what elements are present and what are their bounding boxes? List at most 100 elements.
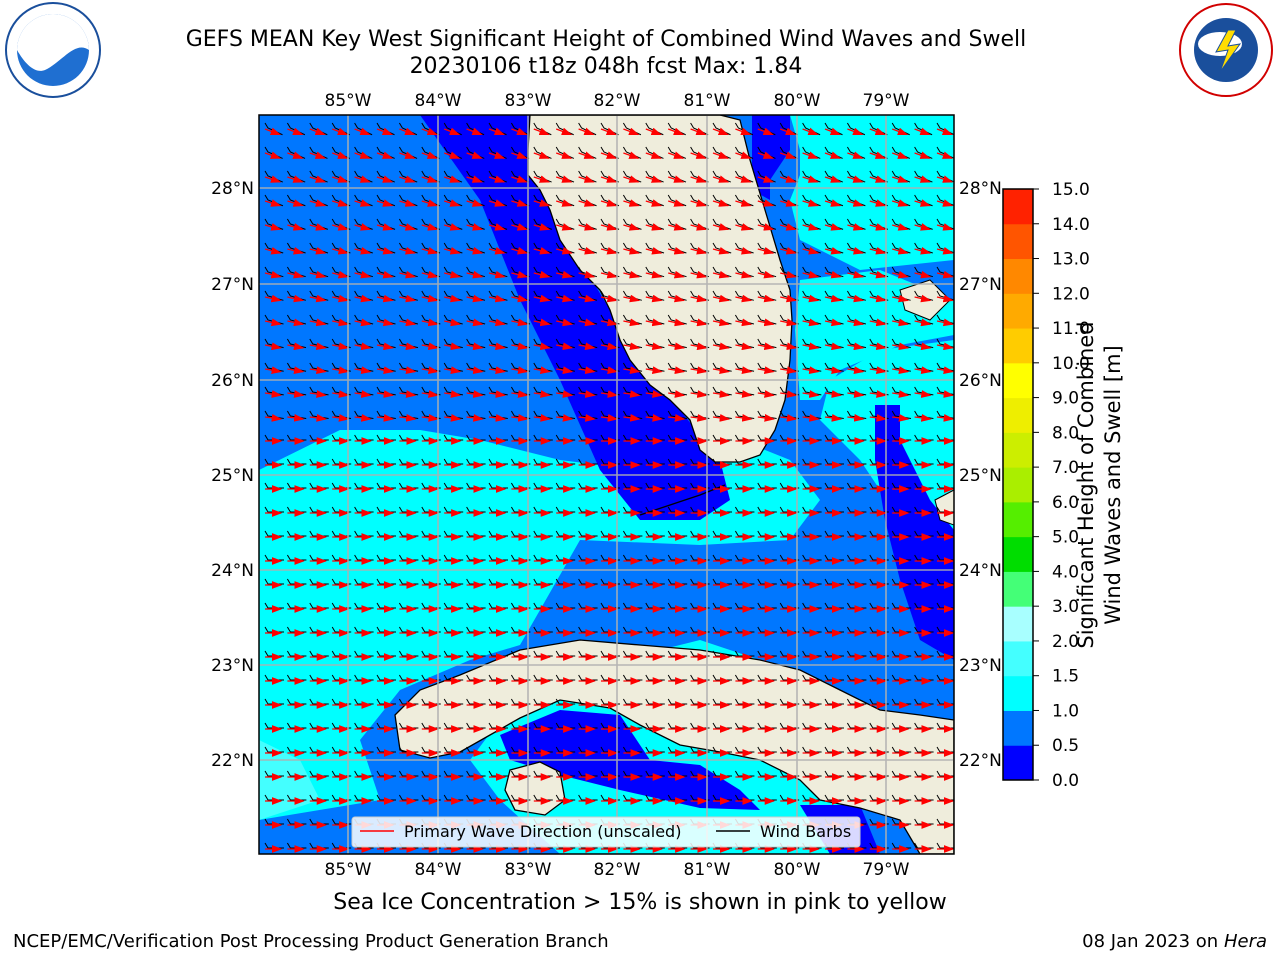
wave-direction-arrow: [264, 127, 282, 136]
wave-direction-arrow: [287, 175, 304, 183]
wave-direction-arrow: [712, 127, 730, 136]
wave-direction-arrow: [421, 127, 438, 136]
wave-direction-arrow: [623, 151, 640, 159]
wave-direction-arrow: [892, 294, 909, 303]
wave-direction-arrow: [488, 390, 507, 398]
wave-direction-arrow: [578, 342, 596, 351]
wave-direction-arrow: [668, 223, 685, 231]
colorbar-segment: [1003, 223, 1033, 260]
wave-direction-arrow: [936, 294, 954, 303]
wave-direction-arrow: [623, 223, 640, 231]
noaa-logo-text: NOAA: [34, 25, 73, 39]
wave-direction-arrow: [936, 246, 954, 255]
wave-direction-arrow: [511, 342, 529, 351]
wave-direction-arrow: [533, 175, 551, 183]
wave-direction-arrow: [690, 199, 707, 207]
wave-direction-arrow: [623, 175, 640, 183]
wave-direction-arrow: [802, 127, 819, 136]
wave-direction-arrow: [667, 175, 685, 183]
wave-direction-arrow: [735, 318, 753, 327]
wave-direction-arrow: [936, 366, 954, 374]
wave-direction-arrow: [354, 414, 372, 422]
wave-direction-arrow: [309, 342, 327, 351]
wave-direction-arrow: [802, 246, 820, 255]
wave-direction-arrow: [847, 390, 865, 398]
wave-direction-arrow: [914, 294, 932, 303]
map-area: [259, 115, 954, 854]
wave-direction-arrow: [421, 294, 439, 303]
wave-direction-arrow: [533, 414, 551, 422]
wave-direction-arrow: [847, 246, 864, 255]
wave-direction-arrow: [712, 390, 731, 398]
wave-direction-arrow: [847, 366, 865, 374]
wave-direction-arrow: [623, 390, 641, 398]
wave-direction-arrow: [511, 223, 528, 231]
wave-direction-arrow: [690, 175, 707, 183]
lon-labels-bottom: 85°W 84°W 83°W 82°W 81°W 80°W 79°W: [325, 860, 910, 880]
wave-direction-arrow: [399, 414, 417, 422]
wave-direction-arrow: [690, 246, 708, 255]
wave-direction-arrow: [555, 127, 573, 136]
wave-direction-arrow: [466, 223, 484, 231]
wave-direction-arrow: [668, 246, 685, 255]
wave-direction-arrow: [824, 151, 842, 159]
wave-direction-arrow: [869, 414, 887, 422]
wave-direction-arrow: [802, 151, 819, 159]
wave-direction-arrow: [533, 318, 551, 327]
wave-direction-arrow: [735, 414, 753, 422]
wave-direction-arrow: [780, 414, 798, 422]
wave-direction-arrow: [757, 175, 775, 183]
wave-direction-arrow: [309, 294, 327, 303]
colorbar-segment: [1003, 571, 1033, 607]
wave-direction-arrow: [399, 151, 416, 159]
wave-direction-arrow: [914, 390, 932, 398]
wave-direction-arrow: [712, 151, 730, 159]
wave-direction-arrow: [421, 270, 439, 279]
colorbar: 0.0 0.5 1.0 1.5 2.0 3.0 4.0 5.0 6.0 7.0 8.0 9.0 10.0…: [1002, 180, 1090, 791]
wave-direction-arrow: [735, 175, 752, 183]
map-legend: Primary Wave Direction (unscaled) Wind B…: [351, 816, 861, 848]
wave-direction-arrow: [555, 151, 573, 159]
wave-direction-arrow: [936, 390, 954, 398]
wave-direction-arrow: [645, 318, 663, 327]
wave-direction-arrow: [667, 127, 685, 136]
wave-direction-arrow: [444, 342, 462, 351]
wave-direction-arrow: [376, 318, 394, 327]
wave-direction-arrow: [264, 318, 282, 327]
colorbar-tick-label: 13.0: [1052, 250, 1090, 270]
wave-direction-arrow: [780, 390, 798, 398]
wave-direction-arrow: [287, 151, 304, 159]
wave-direction-arrow: [780, 199, 797, 207]
wave-direction-arrow: [869, 127, 886, 136]
lat-label: 24°N: [211, 561, 254, 581]
colorbar-title-line-1: Significant Height of Combined: [1074, 321, 1098, 649]
wave-direction-arrow: [578, 127, 595, 136]
wave-direction-arrow: [690, 366, 708, 374]
lon-label: 79°W: [863, 91, 910, 111]
wave-direction-arrow: [712, 199, 730, 207]
wave-direction-arrow: [690, 270, 708, 279]
wave-direction-arrow: [824, 294, 842, 303]
wave-direction-arrow: [488, 246, 506, 255]
wave-direction-arrow: [824, 390, 843, 398]
lat-labels-right: 28°N 27°N 26°N 25°N 24°N 23°N 22°N: [959, 179, 1002, 771]
colorbar-tick-label: 5.0: [1052, 528, 1079, 548]
wave-direction-arrow: [376, 199, 394, 207]
wave-direction-arrow: [645, 246, 663, 255]
wave-direction-arrow: [735, 246, 752, 255]
wave-direction-arrow: [645, 223, 663, 231]
wave-direction-arrow: [533, 294, 551, 303]
lon-label: 81°W: [684, 860, 731, 880]
wave-direction-arrow: [892, 199, 909, 207]
wave-direction-arrow: [488, 175, 506, 183]
wave-direction-arrow: [331, 151, 349, 159]
wave-direction-arrow: [376, 390, 395, 398]
wave-direction-arrow: [264, 390, 283, 398]
wave-direction-arrow: [578, 414, 596, 422]
wave-direction-arrow: [511, 294, 529, 303]
wave-direction-arrow: [444, 270, 461, 279]
wave-direction-arrow: [936, 127, 954, 136]
wave-direction-arrow: [443, 151, 461, 159]
wave-direction-arrow: [667, 151, 685, 159]
wave-direction-arrow: [869, 246, 887, 255]
